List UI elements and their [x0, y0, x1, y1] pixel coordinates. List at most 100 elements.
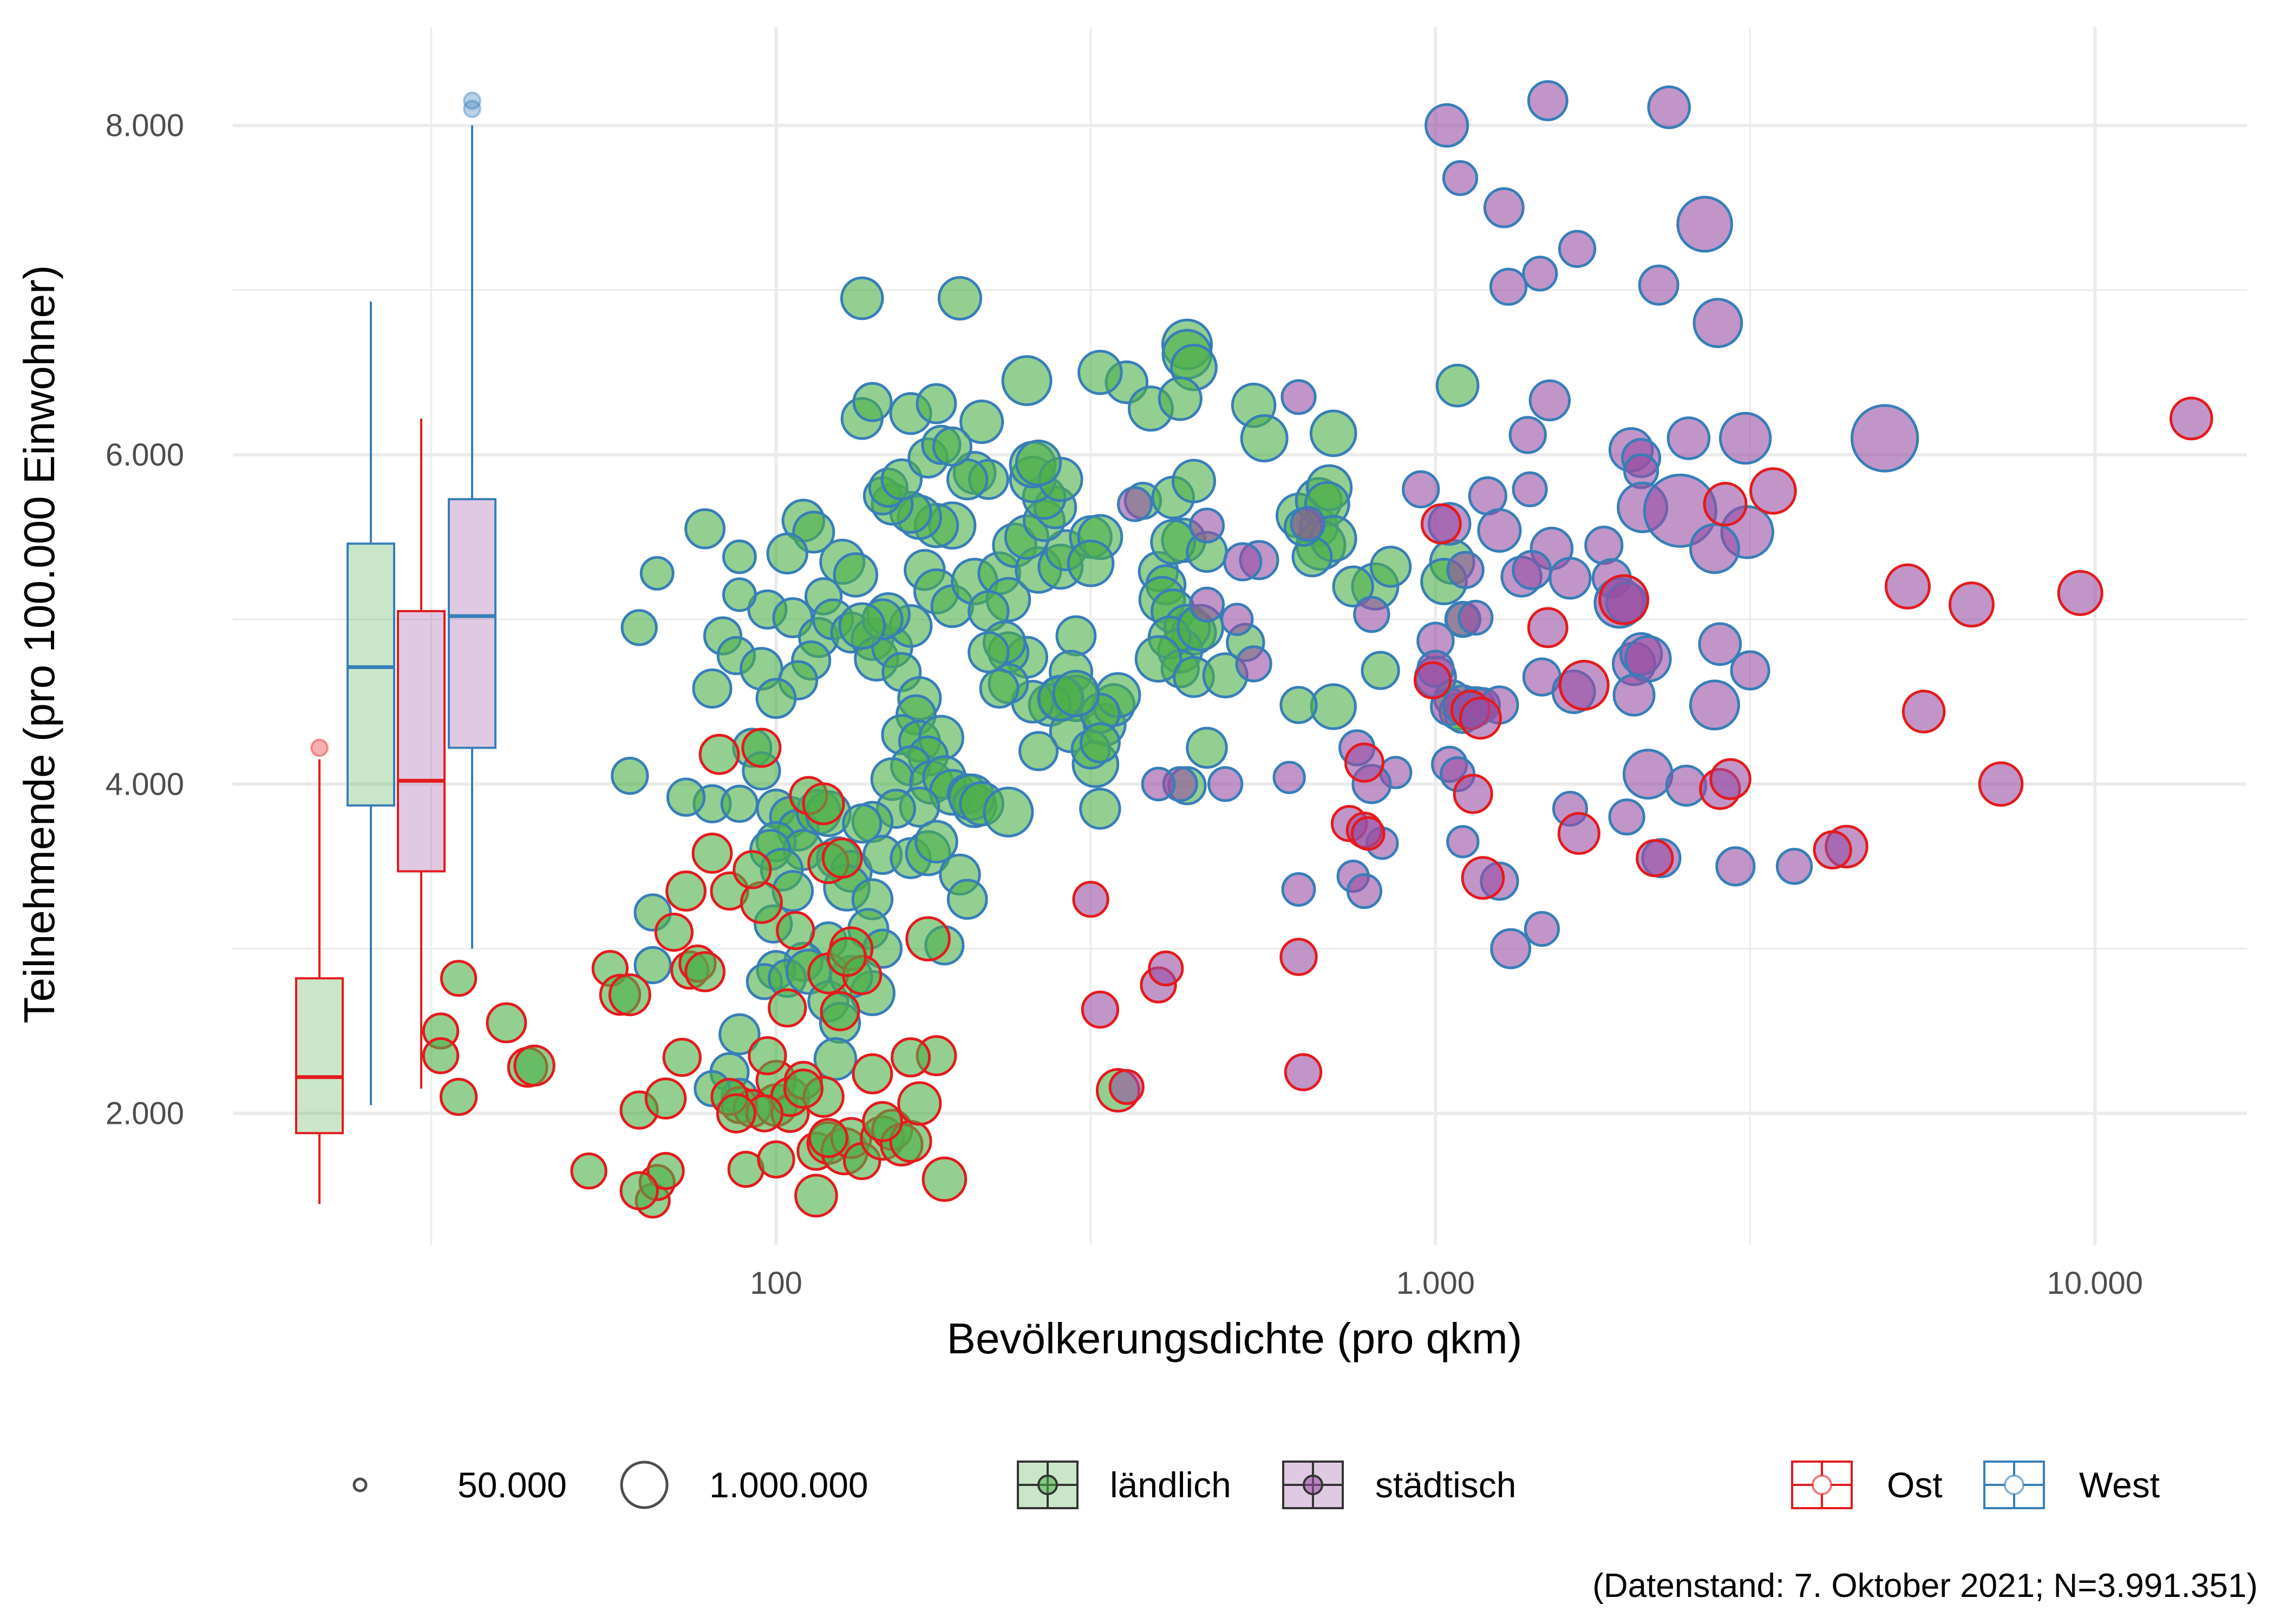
y-tick-label: 4.000 [106, 767, 184, 802]
point-laendlich-west [692, 668, 733, 709]
series-staedtisch-ost [1072, 396, 2213, 1105]
point-laendlich-ost [665, 870, 707, 912]
point-staedtisch-ost [1598, 574, 1650, 625]
point-laendlich-ost [897, 1081, 942, 1126]
point-laendlich-west [722, 539, 757, 574]
boxplot-staedtisch-west [448, 91, 496, 949]
point-laendlich-west [1001, 355, 1053, 407]
x-tick-label: 10.000 [2047, 1266, 2143, 1301]
point-laendlich-west [666, 777, 706, 817]
point-staedtisch-ost [1459, 697, 1502, 740]
series-laendlich-west [611, 276, 1482, 1116]
point-laendlich-ost [794, 1174, 838, 1218]
point-laendlich-west [755, 678, 797, 719]
point-laendlich-west [1052, 670, 1100, 717]
point-staedtisch-west [1281, 872, 1316, 907]
point-staedtisch-west [1223, 542, 1263, 581]
point-laendlich-ost [757, 1140, 795, 1179]
point-staedtisch-west [1730, 650, 1770, 691]
series-staedtisch-west [1117, 80, 1919, 970]
legend-color-entry-west: West [1983, 1461, 2160, 1509]
point-laendlich-ost [698, 734, 740, 775]
point-laendlich-west [916, 383, 957, 424]
point-staedtisch-west [1608, 798, 1645, 836]
point-staedtisch-ost [1901, 690, 1946, 734]
point-laendlich-ost [748, 1036, 787, 1076]
point-laendlich-west [1332, 565, 1374, 608]
point-staedtisch-ost [1081, 990, 1120, 1029]
y-tick-label: 2.000 [106, 1096, 184, 1131]
point-staedtisch-ost [1813, 830, 1852, 870]
point-laendlich-ost [439, 1078, 478, 1116]
legend-fill-entry-laendlich: ländlich [1017, 1461, 1231, 1509]
point-laendlich-ost [802, 782, 845, 826]
point-staedtisch-west [1446, 551, 1485, 590]
point-staedtisch-ost [1461, 856, 1505, 900]
point-staedtisch-west [1558, 230, 1597, 268]
point-laendlich-ost [826, 937, 867, 977]
point-laendlich-ost [440, 960, 478, 997]
point-staedtisch-west [1188, 586, 1225, 623]
point-laendlich-west [766, 532, 808, 575]
point-laendlich-west [1186, 726, 1228, 769]
point-laendlich-west [813, 1037, 858, 1081]
point-laendlich-ost [776, 911, 815, 951]
point-staedtisch-west [1458, 600, 1494, 636]
point-laendlich-west [620, 609, 658, 646]
point-laendlich-ost [922, 1156, 968, 1202]
point-staedtisch-west [1346, 873, 1383, 909]
point-laendlich-west [1158, 376, 1203, 421]
point-laendlich-west [914, 820, 958, 864]
point-laendlich-west [1067, 539, 1115, 587]
legend-fill-entry-staedtisch: städtisch [1282, 1461, 1516, 1509]
point-laendlich-west [1080, 722, 1121, 764]
point-laendlich-ost [716, 1093, 756, 1134]
point-laendlich-ost [570, 1152, 607, 1190]
point-staedtisch-ost [1108, 1069, 1145, 1105]
point-staedtisch-west [1490, 928, 1532, 970]
boxplot-laendlich-ost [295, 738, 344, 1204]
point-staedtisch-west [1622, 749, 1674, 800]
point-laendlich-west [639, 556, 675, 591]
data-points [422, 80, 2213, 1219]
point-staedtisch-ost [1344, 742, 1385, 783]
point-staedtisch-ost [1948, 581, 1995, 628]
point-staedtisch-west [1512, 471, 1548, 507]
point-laendlich-west [1240, 414, 1289, 463]
legend: 50.000 1.000.000 ländlich städtisch Ost [352, 1461, 2160, 1509]
point-staedtisch-west [1528, 379, 1571, 422]
y-axis-ticks: 2.000 4.000 6.000 8.000 [106, 108, 184, 1131]
point-staedtisch-ost [1557, 812, 1600, 855]
boxplots [295, 91, 496, 1204]
legend-size-label-large: 1.000.000 [709, 1465, 868, 1505]
point-staedtisch-west [1483, 187, 1525, 228]
caption: (Datenstand: 7. Oktober 2021; N=3.991.35… [1592, 1567, 2258, 1605]
point-laendlich-ost [619, 1171, 659, 1210]
point-staedtisch-west [1489, 267, 1528, 306]
boxplot-staedtisch-ost [397, 418, 446, 1089]
boxplot-outlier [463, 100, 481, 119]
point-staedtisch-west [1584, 526, 1624, 565]
point-staedtisch-ost [1453, 774, 1493, 814]
point-staedtisch-ost [2057, 570, 2103, 616]
point-laendlich-west [979, 668, 1020, 709]
point-laendlich-ost [691, 833, 733, 874]
point-staedtisch-west [1638, 264, 1680, 306]
point-staedtisch-ost [1709, 758, 1752, 800]
point-staedtisch-west [1508, 416, 1547, 454]
point-staedtisch-ost [1072, 881, 1109, 918]
point-staedtisch-west [1715, 846, 1756, 887]
point-staedtisch-west [1647, 85, 1691, 129]
y-tick-label: 8.000 [106, 108, 184, 143]
y-tick-label: 6.000 [106, 437, 184, 473]
point-staedtisch-west [1612, 673, 1656, 717]
boxplot-outlier [310, 738, 329, 757]
point-laendlich-west [1310, 683, 1357, 730]
legend-size-entry-50000: 50.000 [352, 1465, 567, 1505]
point-laendlich-west [1079, 788, 1121, 830]
point-staedtisch-west [1272, 761, 1306, 794]
point-laendlich-ost [768, 988, 807, 1028]
legend-color-label-west: West [2079, 1465, 2160, 1505]
point-laendlich-west [842, 803, 883, 844]
point-staedtisch-west [1235, 645, 1272, 683]
